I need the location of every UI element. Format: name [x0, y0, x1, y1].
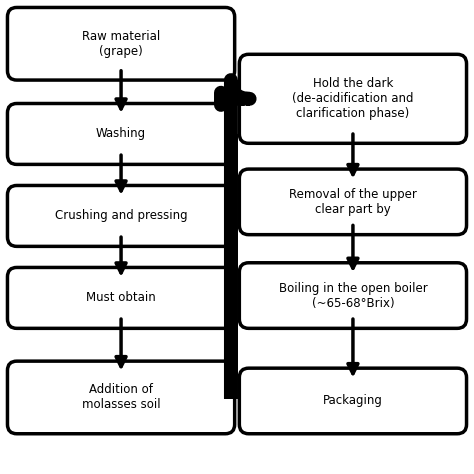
Text: Packaging: Packaging [323, 394, 383, 408]
Text: Washing: Washing [96, 128, 146, 140]
FancyBboxPatch shape [8, 103, 235, 164]
Text: Boiling in the open boiler
(~65-68°Brix): Boiling in the open boiler (~65-68°Brix) [279, 282, 428, 310]
Text: Must obtain: Must obtain [86, 292, 156, 304]
Text: Crushing and pressing: Crushing and pressing [55, 210, 187, 222]
Text: Removal of the upper
clear part by: Removal of the upper clear part by [289, 188, 417, 216]
FancyBboxPatch shape [239, 368, 466, 434]
FancyBboxPatch shape [8, 185, 235, 246]
FancyBboxPatch shape [8, 8, 235, 80]
FancyBboxPatch shape [239, 169, 466, 235]
Text: Addition of
molasses soil: Addition of molasses soil [82, 383, 160, 411]
FancyBboxPatch shape [239, 263, 466, 328]
Text: Hold the dark
(de-acidification and
clarification phase): Hold the dark (de-acidification and clar… [292, 77, 414, 120]
FancyBboxPatch shape [8, 267, 235, 328]
FancyBboxPatch shape [8, 361, 235, 434]
Text: Raw material
(grape): Raw material (grape) [82, 30, 160, 58]
FancyBboxPatch shape [239, 55, 466, 143]
